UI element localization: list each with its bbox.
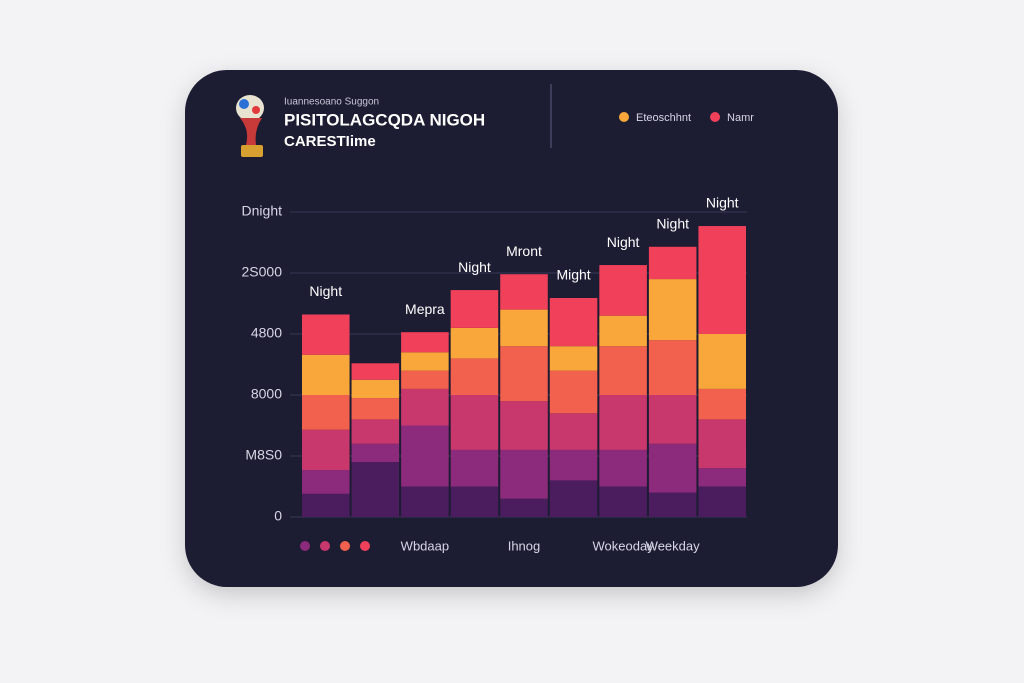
- bar-segment: [599, 265, 647, 316]
- bar-segment: [500, 401, 548, 450]
- legend-swatch: [619, 112, 629, 122]
- annotation: Might: [556, 267, 590, 283]
- bar-segment: [648, 395, 697, 444]
- bar-segment: [401, 370, 449, 389]
- annotation: Night: [656, 215, 689, 231]
- bar-segment: [351, 379, 400, 399]
- bar-segment: [599, 449, 647, 487]
- y-tick-label: 0: [274, 508, 282, 524]
- bar-segment: [500, 498, 548, 517]
- logo: [236, 95, 264, 157]
- bar-segment: [648, 492, 697, 517]
- y-tick-label: M8S0: [245, 447, 282, 463]
- bar-segment: [351, 398, 400, 420]
- bar-segment: [450, 358, 499, 395]
- annotation: Night: [309, 283, 342, 299]
- bar-segment: [401, 388, 449, 426]
- bar-segment: [549, 346, 598, 371]
- bar-segment: [302, 470, 350, 494]
- annotation: Mepra: [405, 301, 445, 317]
- bar-segment: [698, 334, 746, 389]
- bar-segment: [450, 395, 499, 450]
- y-tick-label: Dnight: [242, 203, 283, 219]
- bar-segment: [302, 354, 350, 395]
- bar-segment: [500, 309, 548, 347]
- bar-segment: [599, 486, 647, 517]
- y-tick-label: 2S000: [242, 264, 283, 280]
- bar-segment: [302, 314, 350, 355]
- bar-segment: [698, 468, 746, 487]
- bar-segment: [401, 332, 449, 353]
- bar-segment: [698, 419, 746, 469]
- x-tick-label: Ihnog: [508, 538, 541, 553]
- bar-segment: [351, 363, 400, 380]
- annotation: Night: [458, 259, 491, 275]
- bar-segment: [648, 246, 697, 280]
- legend-label: Eteoschhnt: [636, 112, 691, 124]
- bar-segment: [698, 388, 746, 420]
- y-tick-label: 4800: [251, 325, 282, 341]
- bar-segment: [401, 352, 449, 371]
- legend-label: Namr: [727, 112, 754, 124]
- y-tick-label: 8000: [251, 386, 282, 402]
- bar-segment: [648, 279, 697, 341]
- bar-segment: [302, 395, 350, 430]
- bar-segment: [698, 486, 746, 517]
- bar-segment: [450, 327, 499, 359]
- bar-segment: [698, 226, 746, 334]
- bar-segment: [599, 315, 647, 347]
- bar-segment: [351, 443, 400, 463]
- bar-segment: [500, 346, 548, 402]
- bar-segment: [450, 449, 499, 487]
- bar-segment: [549, 413, 598, 450]
- chart-title: PISITOLAGCQDA NIGOH: [284, 110, 485, 129]
- bar-segment: [599, 346, 647, 395]
- bar-segment: [302, 493, 350, 517]
- bottom-dots: [300, 541, 370, 551]
- annotation: Night: [706, 195, 739, 211]
- bar-segment: [648, 340, 697, 395]
- x-tick-label: Wokeoday: [593, 538, 655, 553]
- annotation: Night: [607, 234, 640, 250]
- x-tick-label: Wbdaap: [401, 538, 449, 553]
- bar-segment: [302, 429, 350, 471]
- bar-segment: [351, 419, 400, 444]
- bar-segment: [500, 274, 548, 310]
- legend-swatch: [710, 112, 721, 122]
- bar-segment: [549, 370, 598, 414]
- x-tick-label: Weekday: [646, 538, 700, 553]
- bar-segment: [401, 486, 449, 517]
- bar-segment: [549, 480, 598, 517]
- bar-segment: [450, 486, 499, 517]
- bar-segment: [500, 449, 548, 499]
- bar-segment: [549, 298, 598, 347]
- bar-segment: [648, 443, 697, 493]
- bar-segment: [351, 462, 400, 517]
- bar-segment: [549, 449, 598, 481]
- chart-title-line2: CARESTIime: [284, 133, 376, 150]
- bar-segment: [450, 290, 499, 328]
- bar-segment: [599, 395, 647, 450]
- annotation: Mront: [506, 243, 542, 259]
- subtitle: Iuannesoano Suggon: [284, 97, 379, 108]
- bar-segment: [401, 425, 449, 487]
